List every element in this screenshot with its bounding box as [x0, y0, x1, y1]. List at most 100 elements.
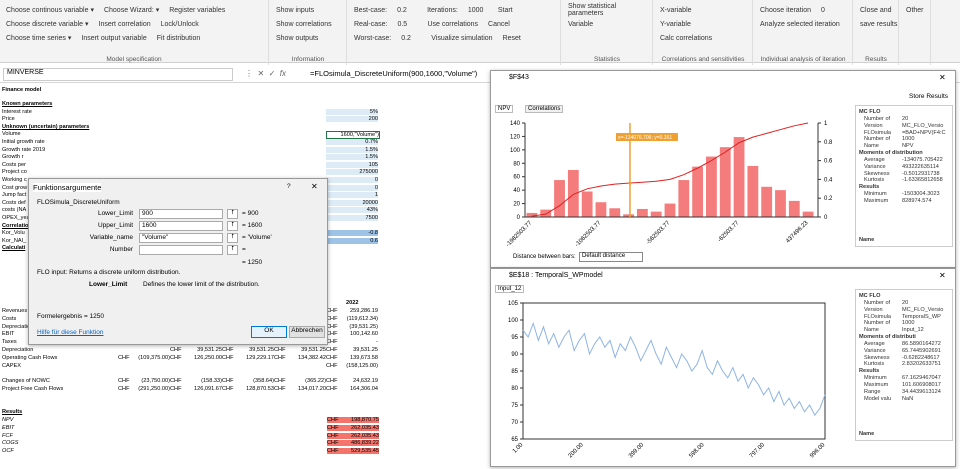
ribbon-item[interactable]: Insert output variable	[81, 34, 147, 42]
cell: CHF	[222, 378, 234, 385]
arg-input[interactable]: 1600	[139, 221, 223, 231]
ribbon-item[interactable]: 0	[820, 6, 825, 14]
marker-point	[628, 181, 632, 185]
y-tick-label: 85	[511, 369, 518, 375]
ribbon-item[interactable]: Lock/Unlock	[160, 20, 199, 28]
distance-select[interactable]: Default distance	[579, 252, 643, 262]
ribbon-row: Choose discrete variable ▾ Insert correla…	[0, 17, 268, 31]
name-box[interactable]: MINVERSE	[3, 68, 233, 81]
ref-button[interactable]: ⭡	[227, 221, 238, 231]
panel-footer: Name	[859, 431, 875, 437]
ribbon-item[interactable]: 0.2	[397, 6, 407, 14]
ribbon-item[interactable]: Best-case:	[354, 6, 388, 14]
arg-help-text: Defines the lower limit of the distribut…	[143, 281, 260, 288]
bar	[554, 180, 565, 217]
ribbon-item[interactable]: Cancel	[488, 20, 510, 28]
cell: (358.64)	[253, 378, 274, 385]
formula-text[interactable]: =FLOsimula_DiscreteUniform(900,1600,"Vol…	[310, 69, 478, 78]
ribbon-item[interactable]: 0.5	[397, 20, 408, 28]
ribbon-row: Real-case: 0.5 Use correlations Cancel	[348, 17, 560, 31]
ribbon-item[interactable]: Choose Wizard: ▾	[103, 7, 160, 14]
cell: COGS	[2, 440, 19, 447]
ribbon-item[interactable]: Use correlations	[427, 20, 479, 28]
y-tick-label: 40	[513, 188, 520, 194]
prop-name: FLOsimula	[864, 129, 892, 136]
ribbon-item[interactable]: Visualize simulation	[431, 34, 493, 42]
prop-name: FLOsimula	[864, 313, 892, 320]
ribbon-item[interactable]: Worst-case:	[354, 34, 392, 42]
ribbon-item[interactable]: Iterations:	[427, 6, 458, 14]
cell: 105	[326, 161, 378, 168]
cell: (23,750.00)	[141, 378, 170, 385]
ribbon-item[interactable]: save results	[860, 20, 898, 28]
ribbon-item[interactable]: Close and	[860, 6, 892, 14]
ribbon-item[interactable]: Y-variable	[660, 20, 691, 28]
close-button[interactable]: ✕	[311, 182, 318, 191]
ribbon-row: X-variable	[654, 3, 752, 17]
ok-button[interactable]: OK	[251, 326, 287, 338]
ribbon-item[interactable]: Choose time series ▾	[6, 35, 72, 42]
y-tick-label: 105	[508, 301, 519, 307]
ribbon-item[interactable]: Fit distribution	[156, 34, 201, 42]
cell: Depreciation	[2, 323, 34, 330]
ribbon-item[interactable]: Show statistical parameters	[568, 3, 617, 17]
bar	[706, 156, 717, 217]
ribbon-row: Close and	[854, 3, 898, 17]
ribbon-item[interactable]: Analyze selected iteration	[760, 20, 840, 28]
ribbon-item[interactable]: Choose continous variable ▾	[6, 7, 94, 14]
cell: 24,632.19	[353, 378, 378, 385]
cell: 39,531.25	[249, 347, 274, 353]
ribbon-item[interactable]: Calc correlations	[660, 34, 713, 42]
cell: CHF	[326, 315, 338, 322]
ribbon-item[interactable]: Variable	[568, 20, 594, 28]
close-button[interactable]: ✕	[939, 73, 946, 82]
tab[interactable]: NPV	[495, 105, 514, 113]
cell: 43%	[326, 207, 378, 214]
ribbon-item[interactable]: Reset	[502, 34, 521, 42]
cell: Changes of NOWC	[2, 378, 50, 385]
prop-value: 2.83202633751	[902, 361, 941, 368]
arg-help-name: Lower_Limit	[89, 281, 128, 288]
close-button[interactable]: ✕	[939, 271, 946, 280]
ribbon-item[interactable]: Real-case:	[354, 20, 388, 28]
cell: CHF	[326, 308, 338, 314]
cell: Correlatio	[2, 222, 29, 229]
ref-button[interactable]: ⭡	[227, 233, 238, 243]
help-button[interactable]: ?	[287, 183, 291, 190]
prop-value: =BAD+NPV(F4:C	[902, 129, 946, 136]
arg-input[interactable]	[139, 245, 223, 255]
ribbon-item[interactable]: Insert correlation	[98, 20, 151, 28]
y-tick-label: 65	[511, 437, 518, 443]
help-link[interactable]: Hilfe für diese Funktion	[37, 329, 104, 336]
ribbon-item[interactable]: Show inputs	[276, 6, 315, 14]
ribbon-item[interactable]: Show correlations	[276, 20, 332, 28]
ribbon-item[interactable]: 0.2	[401, 34, 411, 42]
ribbon-item[interactable]: X-variable	[660, 6, 692, 14]
ribbon-item[interactable]: Choose iteration	[760, 6, 811, 14]
y-tick-label: 70	[511, 420, 518, 426]
ref-button[interactable]: ⭡	[227, 209, 238, 219]
tab[interactable]: Correlations	[525, 105, 564, 113]
ribbon-row: Show inputs	[270, 3, 346, 17]
ribbon-group: Other	[900, 0, 931, 65]
cancel-button[interactable]: Abbrechen	[289, 326, 325, 338]
arg-input[interactable]: "Volume"	[139, 233, 223, 243]
cell: CHF	[170, 378, 182, 385]
window-title: $E$18 : TemporalS_WPmodel	[509, 272, 603, 279]
ribbon-item[interactable]: Other	[906, 6, 924, 14]
arg-input[interactable]: 900	[139, 209, 223, 219]
tab[interactable]: Input_12	[495, 285, 525, 293]
ribbon-item[interactable]: Register variables	[169, 6, 226, 14]
prop-value: 1000	[902, 320, 915, 327]
cell: 0.7%	[326, 139, 378, 145]
ribbon-item[interactable]: Choose discrete variable ▾	[6, 21, 89, 28]
store-results-button[interactable]: Store Results	[909, 93, 949, 100]
ribbon-item[interactable]: Start	[497, 6, 513, 14]
formula-result: Formelergebnis = 1250	[37, 313, 105, 320]
chart: 0 20 40 60 80 100 120 140 0 0.2 0.4 0.6 0.8 1 x=-13407…	[505, 121, 833, 248]
arg-result: = 'Volume'	[242, 234, 272, 241]
ref-button[interactable]: ⭡	[227, 245, 238, 255]
arg-result: = 900	[242, 210, 259, 217]
ribbon-item[interactable]: Show outputs	[276, 34, 319, 42]
ribbon-item[interactable]: 1000	[467, 6, 484, 14]
